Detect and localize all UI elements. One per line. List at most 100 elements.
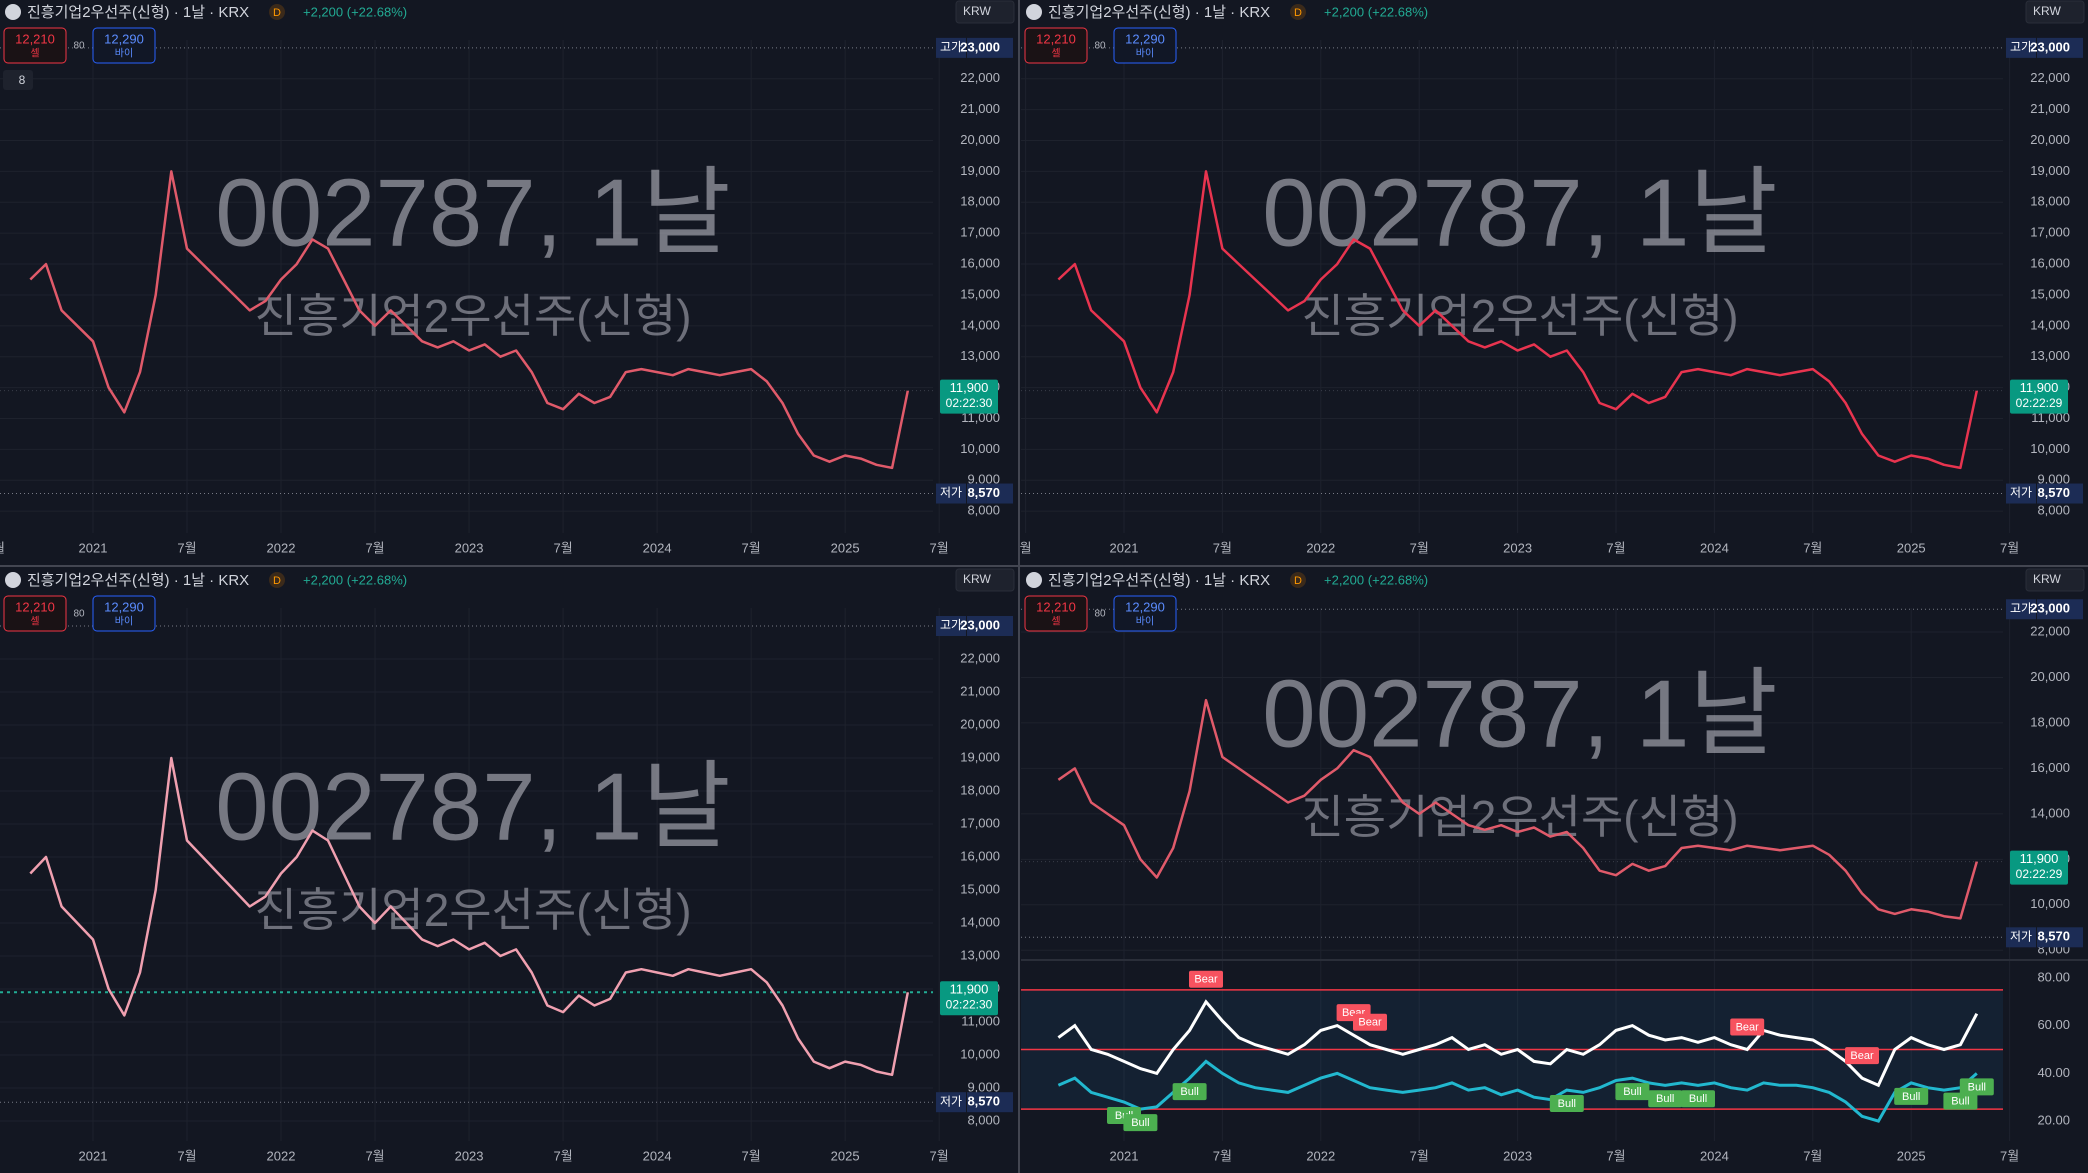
sell-button[interactable] <box>1024 595 1088 632</box>
symbol-logo <box>1026 4 1042 20</box>
x-tick-label: 7월 <box>1803 540 1822 555</box>
low-badge-label: 저가 <box>2010 486 2032 500</box>
symbol-title: 진흥기업2우선주(신형) · 1날 · KRX <box>27 3 249 21</box>
y-tick-label: 10,000 <box>2030 441 2070 456</box>
low-value-badge <box>967 483 1013 504</box>
x-tick-label: 7월 <box>177 1148 196 1163</box>
currency-select[interactable] <box>2025 568 2085 592</box>
sell-price: 12,210 <box>1036 31 1076 46</box>
source-badge: D <box>1294 575 1302 587</box>
price-line <box>29 756 910 1077</box>
bull-label-bg <box>1549 1095 1584 1113</box>
watermark-subtitle: 진흥기업2우선주(신형) <box>254 884 691 936</box>
last-price-badge <box>940 379 998 414</box>
high-value-badge <box>967 616 1013 636</box>
buy-button[interactable] <box>92 27 156 64</box>
buy-label: 바이 <box>115 48 133 60</box>
currency-select[interactable] <box>2025 0 2085 24</box>
bull-label: Bull <box>1558 1098 1576 1110</box>
bear-label-bg <box>1730 1018 1765 1036</box>
buy-button[interactable] <box>1113 595 1177 632</box>
y-tick-label: 11,000 <box>961 1013 1000 1028</box>
source-badge-bg <box>269 572 285 588</box>
x-tick-label: 2025 <box>831 1148 860 1163</box>
x-tick-label: 2023 <box>1503 1148 1532 1163</box>
x-tick-label: 2021 <box>79 540 108 555</box>
bull-label-bg <box>1123 1114 1158 1132</box>
symbol-logo <box>5 572 21 588</box>
bear-label: Bear <box>1358 1017 1382 1029</box>
x-tick-label: 7월 <box>1213 1148 1232 1163</box>
bull-label-bg <box>1894 1087 1929 1105</box>
low-value-badge <box>967 1092 1013 1113</box>
currency-label: KRW <box>2033 572 2061 586</box>
x-tick-label: 2024 <box>643 540 672 555</box>
sell-button[interactable] <box>1024 27 1088 64</box>
price-change: +2,200 (+22.68%) <box>1324 572 1428 587</box>
low-badge <box>2006 483 2036 504</box>
bear-label-bg <box>1845 1047 1879 1065</box>
y-tick-label: 10,000 <box>960 441 1000 456</box>
last-price: 11,900 <box>950 982 989 997</box>
currency-select[interactable] <box>955 0 1015 24</box>
y-tick-label: 19,000 <box>960 749 1000 764</box>
indicator-tick-label: 60.00 <box>2037 1017 2070 1032</box>
low-value: 8,570 <box>2037 929 2070 944</box>
symbol-logo <box>5 4 21 20</box>
buy-button[interactable] <box>1113 27 1177 64</box>
currency-select[interactable] <box>955 568 1015 592</box>
y-tick-label: 22,000 <box>2030 623 2070 638</box>
symbol-title: 진흥기업2우선주(신형) · 1날 · KRX <box>1048 571 1270 589</box>
y-tick-label: 18,000 <box>960 194 1000 209</box>
x-tick-label: 2024 <box>643 1148 672 1163</box>
x-tick-label: 2021 <box>79 1148 108 1163</box>
y-tick-label: 21,000 <box>960 683 1000 698</box>
high-badge-label: 고가 <box>2010 601 2032 615</box>
y-tick-label: 22,000 <box>960 650 1000 665</box>
y-tick-label: 15,000 <box>2030 286 2070 301</box>
price-change: +2,200 (+22.68%) <box>1324 4 1428 19</box>
spread: 80 <box>73 41 85 52</box>
collapse-count: 8 <box>19 73 26 87</box>
x-tick-label: 7월 <box>553 1148 572 1163</box>
bull-label-bg <box>1648 1090 1683 1108</box>
watermark: 002787, 1날 <box>215 159 730 266</box>
bear-label: Bear <box>1736 1021 1760 1033</box>
bull-label: Bull <box>1623 1086 1641 1098</box>
source-badge-bg <box>1290 572 1306 588</box>
bear-label: Bear <box>1850 1050 1874 1062</box>
last-price-badge <box>940 981 998 1016</box>
high-value-badge <box>2037 37 2083 58</box>
x-tick-label: 7월 <box>177 540 196 555</box>
y-tick-label: 21,000 <box>2030 101 2070 116</box>
y-tick-label: 9,000 <box>967 1079 1000 1094</box>
x-tick-label: 2021 <box>1110 1148 1139 1163</box>
bull-label: Bull <box>1902 1091 1920 1103</box>
y-tick-label: 15,000 <box>960 881 1000 896</box>
bull-label-bg <box>1959 1078 1994 1096</box>
y-tick-label: 20,000 <box>960 716 1000 731</box>
buy-price: 12,290 <box>104 599 144 614</box>
sell-price: 12,210 <box>15 31 55 46</box>
high-value-badge <box>2037 599 2083 620</box>
x-tick-label: 7월 <box>365 540 384 555</box>
sell-button[interactable] <box>3 27 67 64</box>
source-badge-bg <box>269 4 285 20</box>
y-tick-label: 10,000 <box>960 1046 1000 1061</box>
bull-label: Bull <box>1131 1117 1149 1129</box>
source-badge-bg <box>1290 4 1306 20</box>
buy-button[interactable] <box>92 595 156 632</box>
y-tick-label: 10,000 <box>2030 896 2070 911</box>
currency-label: KRW <box>963 4 991 18</box>
x-tick-label: 2025 <box>1897 1148 1926 1163</box>
low-value-badge <box>2037 483 2083 504</box>
sell-button[interactable] <box>3 595 67 632</box>
y-tick-label: 19,000 <box>2030 163 2070 178</box>
y-tick-label: 22,000 <box>2030 70 2070 85</box>
y-tick-label: 17,000 <box>2030 225 2070 240</box>
source-badge: D <box>273 7 281 19</box>
last-price: 11,900 <box>2020 380 2059 395</box>
bull-label: Bull <box>1689 1093 1707 1105</box>
y-tick-label: 20,000 <box>2030 132 2070 147</box>
collapse-button[interactable] <box>3 70 33 90</box>
